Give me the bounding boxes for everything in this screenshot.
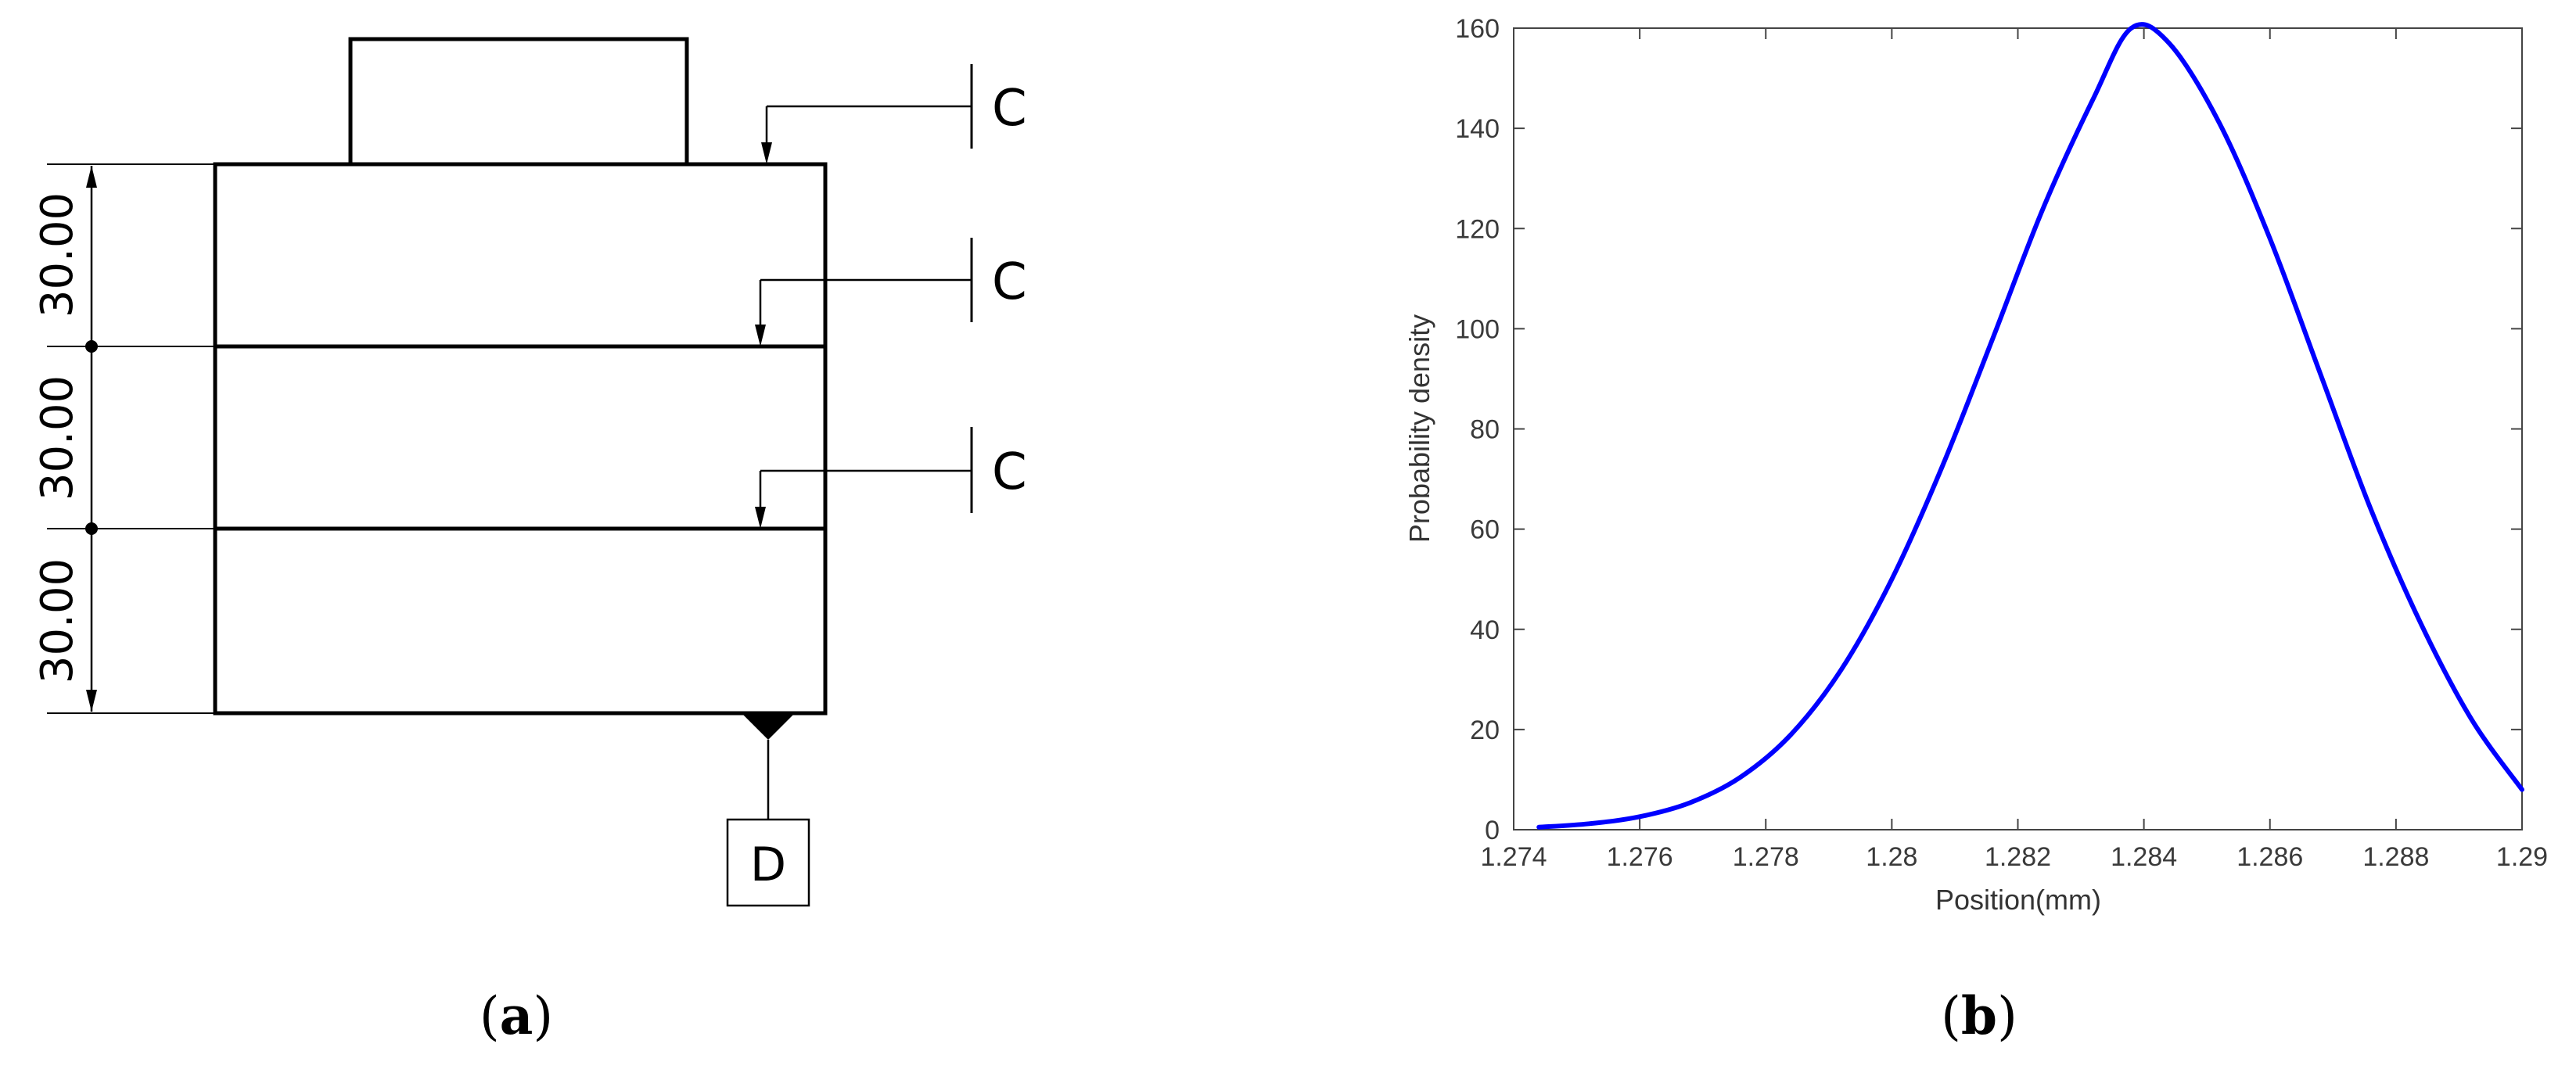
datum-label: D [750,838,786,892]
y-tick-label: 40 [1470,615,1500,645]
y-tick-label: 100 [1455,314,1500,344]
caption-paren: ( [1941,986,1961,1046]
x-tick-label: 1.28 [1866,842,1917,872]
panel-a-caption: (a) [480,985,553,1046]
x-axis-label: Position(mm) [1935,884,2101,916]
caption-paren: ) [533,986,553,1046]
dimension-node-2 [85,522,98,535]
y-tick-label: 60 [1470,515,1500,545]
x-axis-ticks: 1.274 1.276 1.278 1.28 1.282 1.284 1.286 1.288 1… [1480,28,2548,872]
y-tick-label: 160 [1455,14,1500,44]
section-arrow [761,142,772,164]
x-tick-label: 1.29 [2496,842,2548,872]
caption-paren: ( [480,986,500,1046]
series-line [1536,22,2524,830]
section-callout: C [755,238,1027,346]
section-label: C [992,443,1027,501]
layer-block [213,162,828,716]
x-tick-label: 1.278 [1733,842,1799,872]
panel-b-chart: 1.274 1.276 1.278 1.28 1.282 1.284 1.286 1.288 1… [1403,14,2548,1046]
datum-triangle [743,715,793,740]
y-tick-label: 80 [1470,415,1500,445]
plot-frame [1513,27,2523,830]
dimension-value: 30.00 [32,558,83,683]
panel-b-caption: (b) [1941,985,2017,1046]
y-axis-label: Probability density [1403,314,1435,543]
y-axis-ticks: 0 20 40 60 80 100 120 140 160 [1455,14,2522,845]
section-label: C [992,80,1027,138]
section-callout: C [755,427,1027,529]
caption-letter: a [500,985,534,1046]
x-tick-label: 1.286 [2236,842,2303,872]
caption-letter: b [1961,985,1997,1046]
dimension-node-1 [85,340,98,353]
dimension-arrow-top [86,166,97,188]
y-tick-label: 120 [1455,214,1500,244]
y-tick-label: 0 [1485,816,1500,845]
dimension-value: 30.00 [32,375,83,500]
panel-a-drawing: 30.00 30.00 30.00 C C C [32,37,1027,1046]
dimension-value: 30.00 [32,192,83,317]
x-tick-label: 1.276 [1607,842,1673,872]
x-tick-label: 1.274 [1480,842,1547,872]
caption-paren: ) [1997,986,2017,1046]
section-label: C [992,253,1027,311]
dimension-arrow-bottom [86,690,97,712]
top-protrusion [348,37,689,167]
x-tick-label: 1.284 [2111,842,2177,872]
y-tick-label: 20 [1470,716,1500,745]
y-tick-label: 140 [1455,114,1500,144]
section-arrow [755,325,766,346]
section-callout: C [761,64,1027,164]
datum-symbol: D [726,715,810,907]
section-arrow [755,507,766,529]
datum-box [726,818,810,907]
x-tick-label: 1.282 [1985,842,2051,872]
x-tick-label: 1.288 [2362,842,2429,872]
